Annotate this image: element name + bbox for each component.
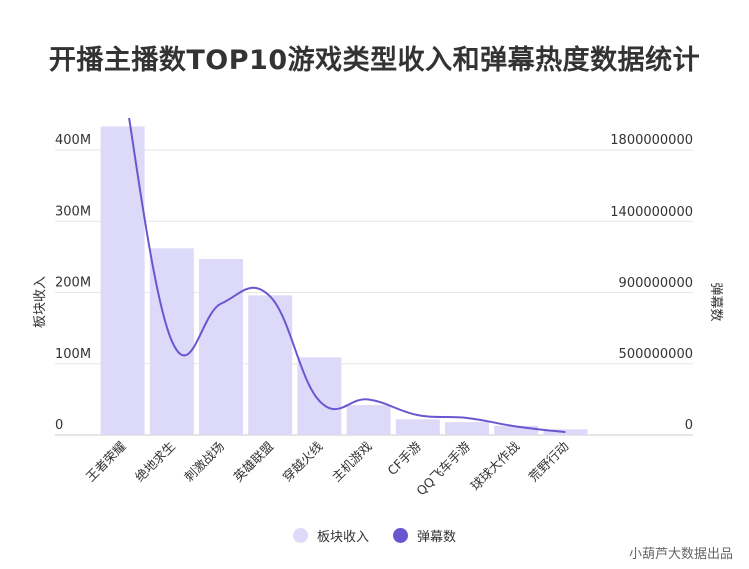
category-label: 绝地求生 [132, 439, 178, 485]
legend-item-danmaku[interactable]: 弹幕数 [393, 526, 456, 545]
right-axis-title: 弹幕数 [708, 282, 723, 321]
legend-swatch-revenue [292, 528, 308, 543]
category-label: 主机游戏 [329, 439, 375, 485]
category-label: 穿越火线 [280, 438, 326, 484]
right-tick-label: 1400000000 [610, 205, 693, 220]
legend-swatch-danmaku [393, 528, 408, 543]
left-tick-label: 0 [55, 418, 63, 433]
category-label: 英雄联盟 [230, 439, 276, 485]
bar [445, 422, 489, 435]
left-tick-label: 100M [55, 347, 91, 362]
left-tick-label: 200M [55, 276, 91, 291]
bar [297, 357, 342, 435]
bar [494, 425, 539, 435]
source-note: 小葫芦大数据出品 [628, 547, 733, 562]
left-axis-title: 板块收入 [33, 276, 48, 328]
danmaku-line [128, 118, 566, 434]
bar [199, 259, 243, 435]
right-tick-label: 1800000000 [610, 133, 693, 148]
category-label: 荒野行动 [526, 439, 572, 485]
left-tick-label: 300M [55, 204, 91, 219]
legend-item-revenue[interactable]: 板块收入 [292, 526, 369, 545]
legend: 板块收入 弹幕数 [0, 526, 749, 545]
bar [346, 405, 391, 435]
right-tick-label: 500000000 [619, 347, 693, 362]
category-label: 刺激战场 [181, 439, 227, 485]
left-tick-label: 400M [55, 133, 91, 148]
category-label: QQ飞车手游 [413, 438, 473, 498]
right-tick-label: 900000000 [619, 276, 693, 291]
legend-label-revenue: 板块收入 [316, 530, 369, 545]
category-label: CF手游 [384, 438, 424, 478]
chart-title: 开播主播数TOP10游戏类型收入和弹幕热度数据统计 [48, 45, 701, 76]
bar [395, 419, 440, 435]
right-tick-label: 0 [685, 418, 693, 433]
bar [248, 295, 293, 435]
category-label: 球球大作战 [468, 438, 523, 493]
legend-label-danmaku: 弹幕数 [417, 530, 457, 545]
category-label: 王者荣耀 [83, 438, 129, 484]
